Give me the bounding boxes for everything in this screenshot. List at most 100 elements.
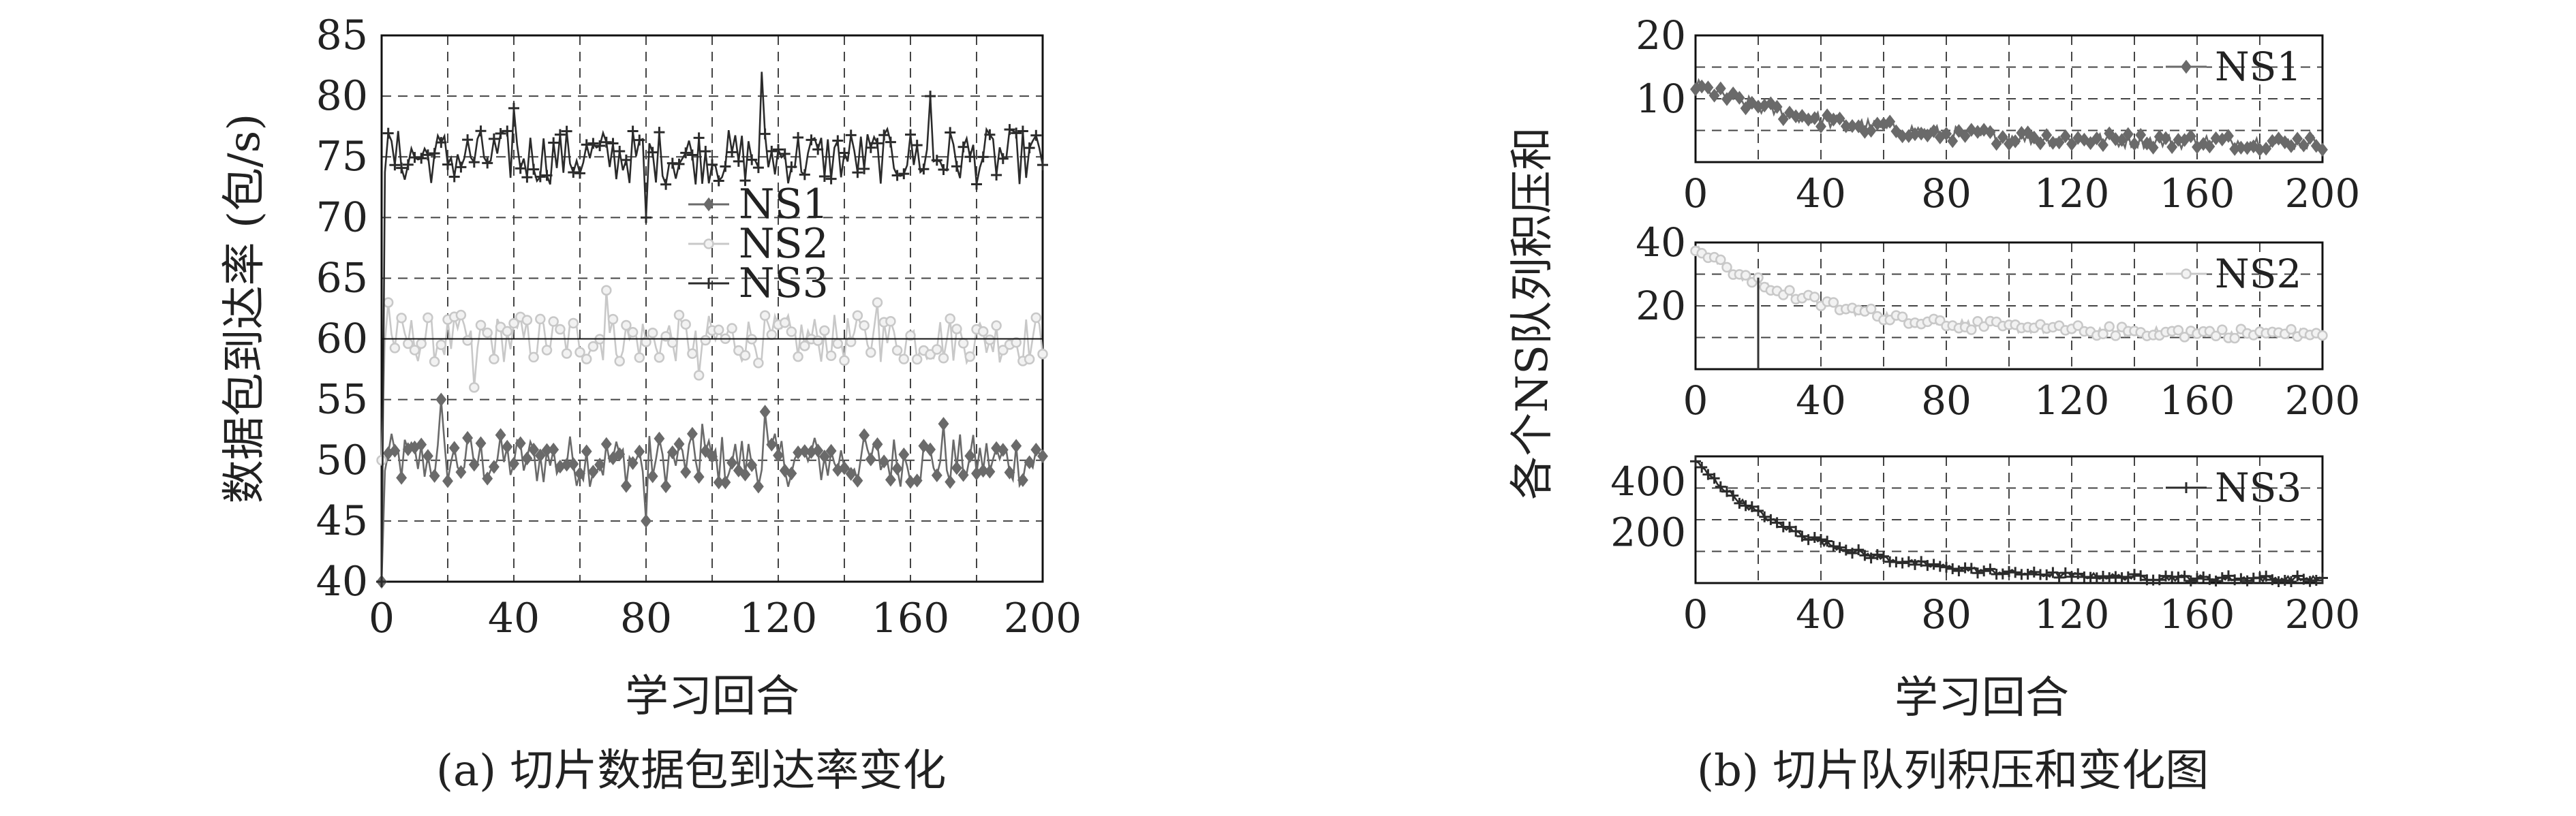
data-point xyxy=(2260,570,2272,582)
data-point xyxy=(1024,142,1035,154)
data-point xyxy=(905,129,916,140)
data-point xyxy=(409,345,420,356)
data-point xyxy=(945,313,955,324)
data-point xyxy=(673,309,685,321)
y-tick-label: 45 xyxy=(316,497,368,545)
data-point xyxy=(2116,133,2128,147)
data-point xyxy=(766,145,778,157)
data-point xyxy=(878,454,890,469)
data-point xyxy=(1004,465,1015,480)
data-point xyxy=(666,445,678,460)
data-point xyxy=(852,310,863,321)
data-point xyxy=(799,169,810,181)
data-point xyxy=(680,465,692,480)
data-point xyxy=(911,473,923,488)
x-tick-label: 200 xyxy=(2285,170,2361,217)
data-point xyxy=(574,467,585,481)
data-point xyxy=(693,132,705,144)
data-point xyxy=(1790,525,1802,537)
data-point xyxy=(845,129,857,141)
data-point xyxy=(1997,568,2008,580)
data-point xyxy=(1030,442,1042,457)
data-point xyxy=(872,138,883,149)
data-point xyxy=(2286,139,2297,153)
data-point xyxy=(488,133,500,144)
data-point xyxy=(462,134,474,146)
data-point xyxy=(389,343,401,354)
y-tick-label: 20 xyxy=(1636,283,1686,329)
data-point xyxy=(2217,324,2228,335)
data-point xyxy=(1734,497,1745,509)
data-point xyxy=(1024,354,1035,365)
data-point xyxy=(482,327,493,339)
data-point xyxy=(726,146,738,158)
data-point xyxy=(2260,142,2272,156)
data-point xyxy=(462,430,474,445)
data-point xyxy=(673,158,685,170)
x-tick-label: 0 xyxy=(1683,170,1708,217)
data-point xyxy=(1928,124,1939,138)
data-point xyxy=(693,370,705,381)
data-point xyxy=(793,131,804,143)
data-point xyxy=(455,465,467,480)
data-point xyxy=(508,317,519,329)
data-point xyxy=(832,135,844,146)
data-point xyxy=(1011,439,1022,453)
data-point xyxy=(1803,534,1814,546)
y-tick-label: 80 xyxy=(316,72,368,120)
data-point xyxy=(1759,511,1770,522)
data-point xyxy=(468,157,480,168)
data-point xyxy=(1696,462,1708,473)
data-point xyxy=(1897,311,1908,322)
data-point xyxy=(534,171,546,183)
data-point xyxy=(1690,456,1701,467)
data-point xyxy=(1865,552,1877,564)
data-point xyxy=(2153,574,2165,586)
data-point xyxy=(839,460,850,475)
data-point xyxy=(2098,138,2109,153)
x-tick-label: 120 xyxy=(739,595,818,642)
data-point xyxy=(2072,568,2084,580)
data-point xyxy=(435,339,447,350)
data-point xyxy=(1037,348,1048,360)
data-point xyxy=(898,448,910,462)
data-point xyxy=(528,351,539,363)
data-point xyxy=(1765,514,1777,525)
data-point xyxy=(872,437,883,452)
data-point xyxy=(2041,569,2053,580)
data-point xyxy=(2122,571,2134,582)
data-point xyxy=(971,178,982,190)
data-point xyxy=(2216,572,2228,584)
data-point xyxy=(448,171,460,183)
data-point xyxy=(502,326,513,337)
data-point xyxy=(2059,129,2071,144)
data-point xyxy=(832,338,844,349)
data-point xyxy=(2179,332,2190,343)
data-point xyxy=(964,351,976,362)
data-point xyxy=(773,144,784,155)
data-point xyxy=(1847,548,1858,559)
data-point xyxy=(508,456,519,471)
data-point xyxy=(521,172,533,183)
data-point xyxy=(997,443,1009,457)
data-point xyxy=(2267,574,2278,586)
x-tick-label: 200 xyxy=(2285,377,2361,424)
legend-marker xyxy=(2181,268,2192,279)
data-point xyxy=(2298,574,2310,585)
data-point xyxy=(911,354,923,365)
data-point xyxy=(1037,159,1048,171)
data-point xyxy=(693,469,705,484)
data-point xyxy=(885,316,896,327)
data-point xyxy=(2298,138,2310,153)
y-tick-label: 70 xyxy=(316,193,368,241)
data-point xyxy=(2204,574,2215,585)
data-point xyxy=(1696,79,1708,94)
plot-frame xyxy=(380,34,1044,583)
data-point xyxy=(1809,111,1820,125)
data-point xyxy=(852,167,863,178)
data-point xyxy=(812,144,824,155)
data-point xyxy=(957,338,969,349)
data-point xyxy=(1903,556,1914,567)
data-point xyxy=(700,334,711,346)
data-point xyxy=(2104,321,2115,332)
